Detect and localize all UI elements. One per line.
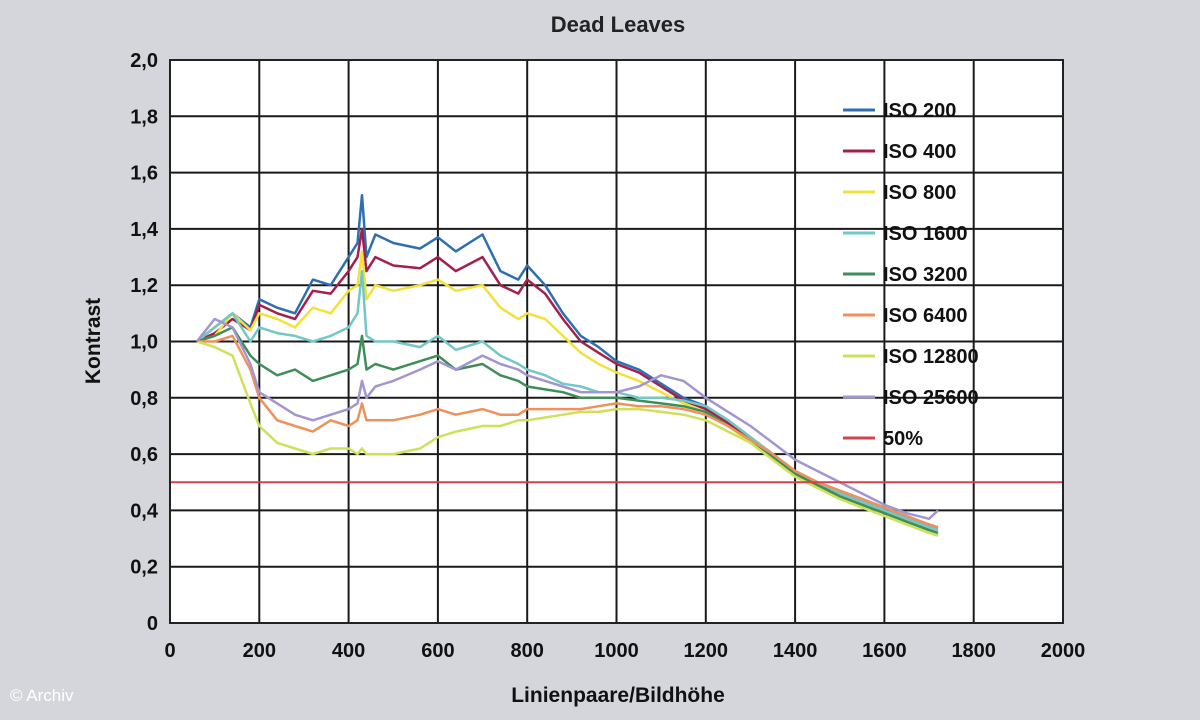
- x-tick-label: 1600: [862, 640, 907, 662]
- y-tick-label: 0,2: [130, 557, 158, 579]
- x-tick-label: 800: [511, 640, 544, 662]
- x-axis-label: Linienpaare/Bildhöhe: [511, 684, 725, 707]
- y-tick-label: 1,6: [130, 163, 158, 185]
- copyright-credit: © Archiv: [10, 686, 74, 705]
- y-tick-label: 0: [147, 613, 158, 635]
- x-tick-label: 1000: [594, 640, 639, 662]
- x-tick-label: 1800: [951, 640, 996, 662]
- series-line-7: [195, 317, 939, 521]
- y-tick-label: 0,6: [130, 444, 158, 466]
- series-lines: [170, 193, 1063, 537]
- chart-title: Dead Leaves: [551, 12, 686, 37]
- legend-label: ISO 200: [883, 100, 956, 122]
- legend: ISO 200 ISO 400 ISO 800 ISO 1600 ISO 3200 ISO…: [843, 100, 979, 450]
- legend-label: ISO 1600: [883, 223, 968, 245]
- legend-label: ISO 12800: [883, 346, 979, 368]
- y-tick-label: 1,4: [130, 219, 159, 241]
- y-axis-label: Kontrast: [82, 298, 105, 384]
- x-tick-labels: 0 200 400 600 800 1000 1200 1400 1600 1800 2000: [164, 640, 1085, 662]
- y-tick-label: 0,4: [130, 500, 159, 522]
- legend-label: ISO 6400: [883, 305, 968, 327]
- y-tick-label: 2,0: [130, 50, 158, 72]
- x-tick-label: 400: [332, 640, 365, 662]
- y-tick-labels: 0 0,2 0,4 0,6 0,8 1,0 1,2 1,4 1,6 1,8 2,0: [130, 50, 159, 635]
- y-tick-label: 0,8: [130, 388, 158, 410]
- x-tick-label: 600: [421, 640, 454, 662]
- x-tick-label: 200: [243, 640, 276, 662]
- x-tick-label: 0: [164, 640, 175, 662]
- plot-border: [169, 59, 1064, 624]
- y-tick-label: 1,0: [130, 332, 158, 354]
- x-tick-label: 1400: [773, 640, 818, 662]
- legend-label: 50%: [883, 428, 923, 450]
- legend-label: ISO 800: [883, 182, 956, 204]
- legend-label: ISO 25600: [883, 387, 979, 409]
- series-line-5: [196, 334, 939, 529]
- x-tick-label: 1200: [684, 640, 729, 662]
- y-tick-label: 1,8: [130, 106, 158, 128]
- legend-label: ISO 400: [883, 141, 956, 163]
- x-tick-label: 2000: [1041, 640, 1086, 662]
- legend-label: ISO 3200: [883, 264, 968, 286]
- y-tick-label: 1,2: [130, 275, 158, 297]
- series-line-4: [196, 326, 939, 535]
- series-line-6: [196, 340, 939, 537]
